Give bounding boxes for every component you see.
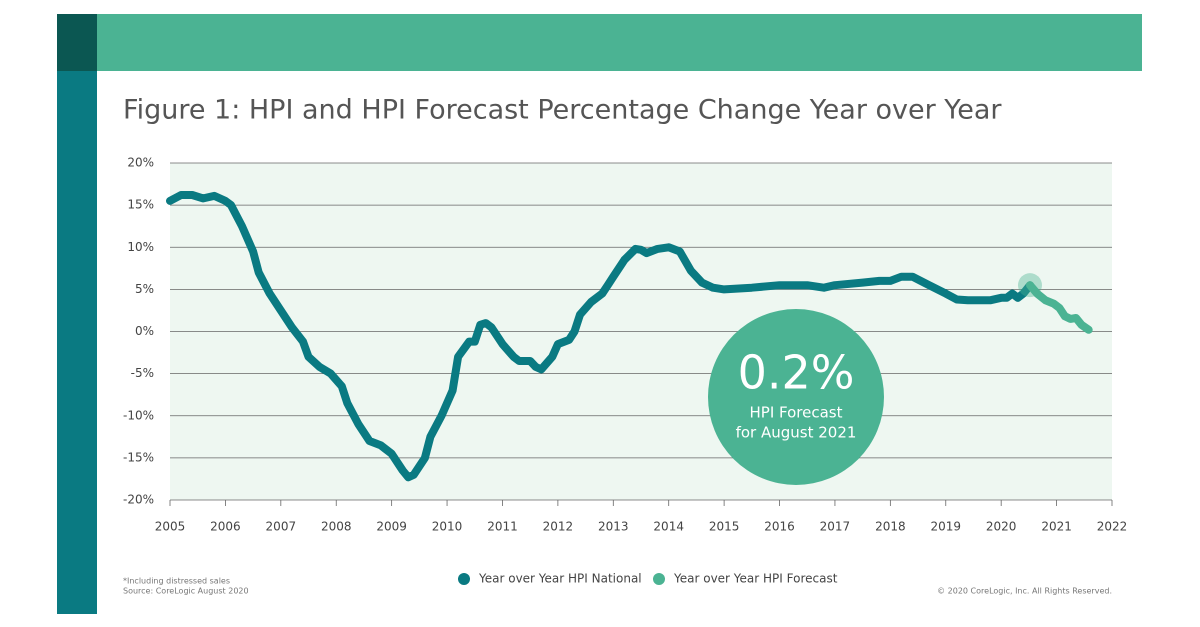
footnote: *Including distressed sales [123,577,230,586]
x-tick-label: 2011 [487,520,518,534]
y-tick-label: 0% [135,324,154,338]
highlight [1017,273,1042,298]
top-band [97,14,1142,71]
x-tick-label: 2021 [1041,520,1072,534]
x-tick-label: 2016 [764,520,795,534]
x-tick-label: 2005 [155,520,186,534]
series-line [1026,281,1093,334]
y-tick-label: -20% [123,493,154,507]
x-tick-label: 2012 [543,520,574,534]
callout-value: 0.2% [738,346,855,400]
x-tick-label: 2017 [820,520,851,534]
callout-text: HPI Forecast [750,404,843,422]
x-tick-label: 2014 [653,520,684,534]
y-tick-label: 20% [127,156,154,170]
x-tick-label: 2006 [210,520,241,534]
x-tick-label: 2013 [598,520,629,534]
x-tick-label: 2018 [875,520,906,534]
callout-text: for August 2021 [736,424,857,442]
series-line [166,191,1034,482]
legend-label: Year over Year HPI National [478,572,642,586]
y-tick-label: -15% [123,450,154,464]
callout: 0.2% HPI Forecast for August 2021 [708,309,884,485]
footnote: Source: CoreLogic August 2020 [123,587,249,596]
y-tick-label: -10% [123,408,154,422]
legend-marker [458,573,470,585]
callout-circle [708,309,884,485]
legend-label: Year over Year HPI Forecast [673,572,838,586]
x-tick-label: 2020 [986,520,1017,534]
x-tick-label: 2010 [432,520,463,534]
y-tick-label: 5% [135,282,154,296]
x-tick-label: 2009 [376,520,407,534]
x-tick-label: 2019 [930,520,961,534]
x-tick-label: 2007 [266,520,297,534]
plot: -20% -15% -10% -5% 0% 5% 10% 15% 20% 2005 2006 2007… [123,156,1127,534]
x-tick-label: 2015 [709,520,740,534]
copyright: © 2020 CoreLogic, Inc. All Rights Reserv… [937,587,1112,596]
x-tick-label: 2008 [321,520,352,534]
y-tick-label: 15% [127,198,154,212]
legend-marker [653,573,665,585]
y-tick-label: 10% [127,240,154,254]
y-tick-label: -5% [131,366,154,380]
chart-title: Figure 1: HPI and HPI Forecast Percentag… [123,95,1002,126]
corner-block [57,14,97,71]
x-tick-label: 2022 [1097,520,1128,534]
side-band [57,71,97,614]
